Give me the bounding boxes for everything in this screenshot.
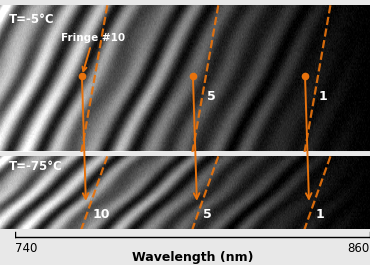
- Text: 5: 5: [206, 90, 215, 103]
- Text: 10: 10: [92, 208, 110, 221]
- Text: T=-75°C: T=-75°C: [9, 160, 63, 173]
- Text: 1: 1: [315, 208, 324, 221]
- Text: 860: 860: [348, 242, 370, 255]
- Text: T=-5°C: T=-5°C: [9, 13, 55, 26]
- Text: Fringe #10: Fringe #10: [61, 33, 125, 71]
- Text: Wavelength (nm): Wavelength (nm): [132, 251, 253, 264]
- Text: 1: 1: [319, 90, 327, 103]
- Text: 740: 740: [15, 242, 37, 255]
- Text: 5: 5: [203, 208, 212, 221]
